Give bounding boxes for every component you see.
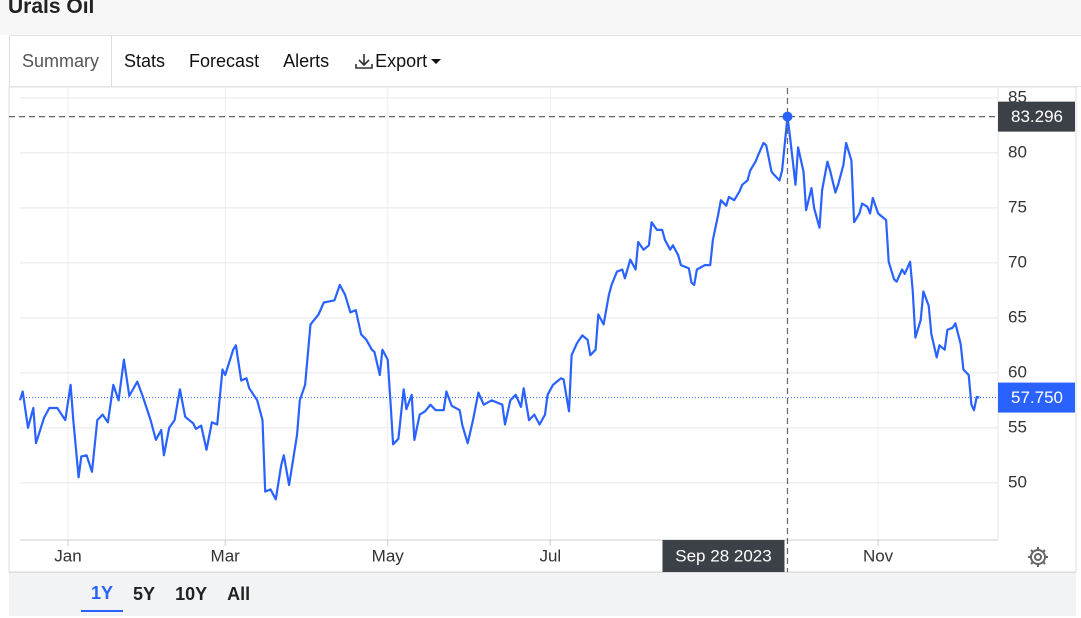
caret [431,58,442,64]
x-hover-box [662,540,785,572]
plot-layer: 50 55 60 65 70 75 80 85 Jan Mar May Jul Nov 83.296 Sep… [9,87,1075,572]
hover-point [782,111,793,122]
settings-icon[interactable] [1028,547,1048,567]
x-tick-label: Nov [863,546,894,565]
last-value-box [998,382,1075,413]
x-hover-label: Sep 28 2023 [675,546,771,565]
page-title: Urals Oil [8,0,95,18]
last-value-label: 57.750 [1011,388,1063,407]
x-tick-label: Jul [539,546,561,565]
y-hover-box [998,101,1075,132]
y-tick-label: 70 [1008,252,1027,271]
tab[interactable]: Stats [124,50,166,71]
tab-bar: Summary Stats Forecast Alerts Export [9,35,1081,87]
x-tick-label: Jan [54,546,81,565]
range-bar: 1Y 5Y 10Y All [9,572,1076,616]
download-glyph [355,54,373,69]
tab[interactable]: Summary [9,36,113,86]
header: Urals Oil [0,0,1081,35]
y-tick-label: 60 [1008,362,1027,381]
x-tick-label: May [372,546,405,565]
y-hover-label: 83.296 [1011,107,1063,126]
y-tick-label: 50 [1008,472,1027,491]
y-tick-label: 75 [1008,197,1027,216]
y-tick-label: 80 [1008,142,1027,161]
y-tick-label: 85 [1008,87,1027,106]
tab[interactable]: Forecast [189,50,260,71]
y-tick-label: 65 [1008,307,1027,326]
download-icon [355,54,373,69]
gear-hub [1034,553,1042,561]
range-button[interactable]: 1Y [81,577,124,612]
range-button[interactable]: All [227,584,251,604]
chart-frame [8,86,1077,573]
tab[interactable]: Alerts [283,50,330,71]
range-button[interactable]: 5Y [133,584,156,604]
x-tick-label: Mar [211,546,241,565]
gear-teeth [1028,547,1048,567]
range-button[interactable]: 10Y [175,584,208,604]
price-line [18,115,980,501]
y-tick-label: 55 [1008,417,1027,436]
export-button[interactable]: Export [341,36,453,86]
export-label: Export [375,50,428,71]
